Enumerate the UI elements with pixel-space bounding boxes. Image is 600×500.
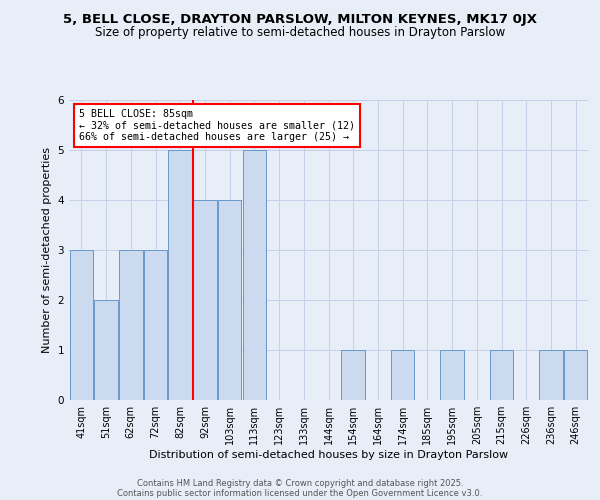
Bar [391, 350, 415, 400]
Bar [119, 250, 143, 400]
Bar [242, 150, 266, 400]
Bar [218, 200, 241, 400]
Bar [144, 250, 167, 400]
Bar [564, 350, 587, 400]
Bar [169, 150, 192, 400]
Y-axis label: Number of semi-detached properties: Number of semi-detached properties [42, 147, 52, 353]
Bar [193, 200, 217, 400]
Bar [539, 350, 563, 400]
X-axis label: Distribution of semi-detached houses by size in Drayton Parslow: Distribution of semi-detached houses by … [149, 450, 508, 460]
Bar [440, 350, 464, 400]
Text: 5 BELL CLOSE: 85sqm
← 32% of semi-detached houses are smaller (12)
66% of semi-d: 5 BELL CLOSE: 85sqm ← 32% of semi-detach… [79, 109, 355, 142]
Text: 5, BELL CLOSE, DRAYTON PARSLOW, MILTON KEYNES, MK17 0JX: 5, BELL CLOSE, DRAYTON PARSLOW, MILTON K… [63, 12, 537, 26]
Bar [341, 350, 365, 400]
Bar [70, 250, 93, 400]
Bar [490, 350, 513, 400]
Text: Contains public sector information licensed under the Open Government Licence v3: Contains public sector information licen… [118, 488, 482, 498]
Bar [94, 300, 118, 400]
Text: Contains HM Land Registry data © Crown copyright and database right 2025.: Contains HM Land Registry data © Crown c… [137, 478, 463, 488]
Text: Size of property relative to semi-detached houses in Drayton Parslow: Size of property relative to semi-detach… [95, 26, 505, 39]
